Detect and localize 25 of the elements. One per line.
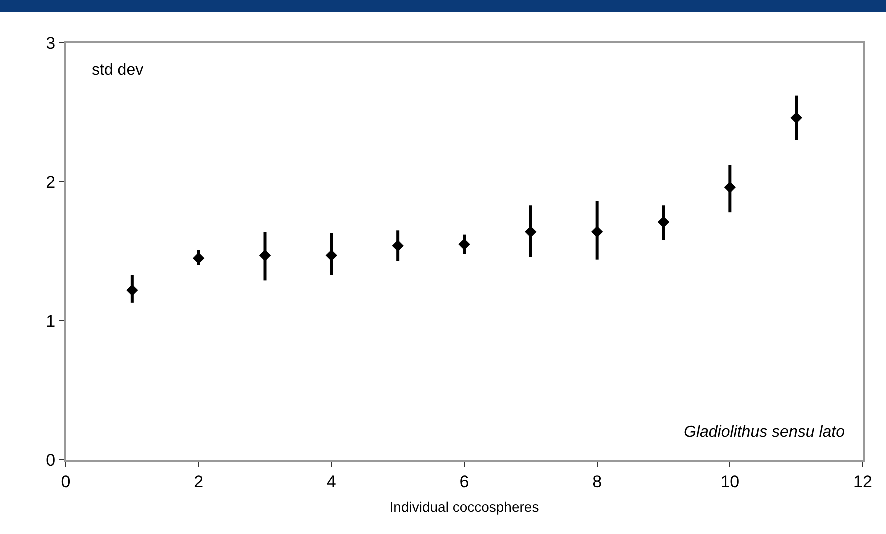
y-tick-label: 3: [46, 34, 56, 53]
x-tick-label: 4: [326, 472, 336, 492]
point: [591, 226, 604, 238]
y-tick-label: 0: [46, 450, 56, 470]
annotation: std dev: [92, 62, 144, 79]
point: [192, 252, 205, 264]
point: [392, 240, 404, 252]
point: [790, 112, 802, 124]
x-tick-label: 6: [460, 472, 470, 492]
x-tick-label: 12: [854, 472, 872, 492]
y-tick-label: 1: [46, 312, 56, 331]
point: [126, 284, 138, 296]
x-tick-label: 0: [61, 472, 71, 492]
x-tick-label: 8: [592, 472, 602, 492]
point: [724, 182, 736, 194]
point: [458, 238, 470, 250]
y-tick-label: 2: [46, 172, 56, 192]
x-axis-title: Individual coccospheres: [390, 499, 540, 516]
point: [658, 216, 670, 228]
annotation: Gladiolithus sensu lato: [684, 424, 846, 441]
point: [259, 250, 272, 262]
x-tick-label: 10: [720, 472, 740, 492]
point: [525, 226, 537, 238]
point: [326, 250, 338, 262]
x-tick-label: 2: [194, 472, 204, 492]
